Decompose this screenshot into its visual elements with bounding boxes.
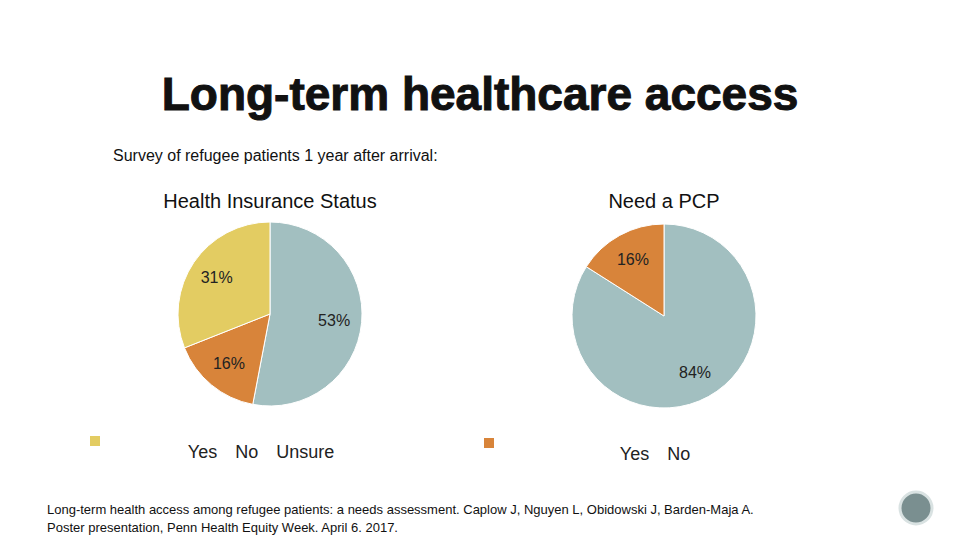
svg-text:16%: 16%: [213, 355, 245, 372]
svg-text:31%: 31%: [201, 269, 233, 286]
html-text:No: No: [667, 444, 691, 464]
svg-text:Long-term health access among: Long-term health access among refugee pa…: [47, 502, 754, 517]
html-text:Yes: Yes: [187, 442, 218, 462]
html-text:Unsure: Unsure: [276, 442, 335, 462]
svg-text:Need a PCP: Need a PCP: [608, 190, 719, 212]
html-text:Yes: Yes: [619, 444, 650, 464]
svg-text:Poster presentation, Penn Heal: Poster presentation, Penn Health Equity …: [47, 520, 398, 535]
svg-text:Survey of refugee patients 1 y: Survey of refugee patients 1 year after …: [113, 147, 438, 164]
svg-text:Long-term healthcare access: Long-term healthcare access: [162, 68, 799, 120]
svg-text:Health Insurance Status: Health Insurance Status: [163, 190, 376, 212]
html-text:No: No: [235, 442, 259, 462]
svg-text:16%: 16%: [617, 251, 649, 268]
svg-text:53%: 53%: [318, 312, 350, 329]
svg-text:84%: 84%: [679, 364, 711, 381]
